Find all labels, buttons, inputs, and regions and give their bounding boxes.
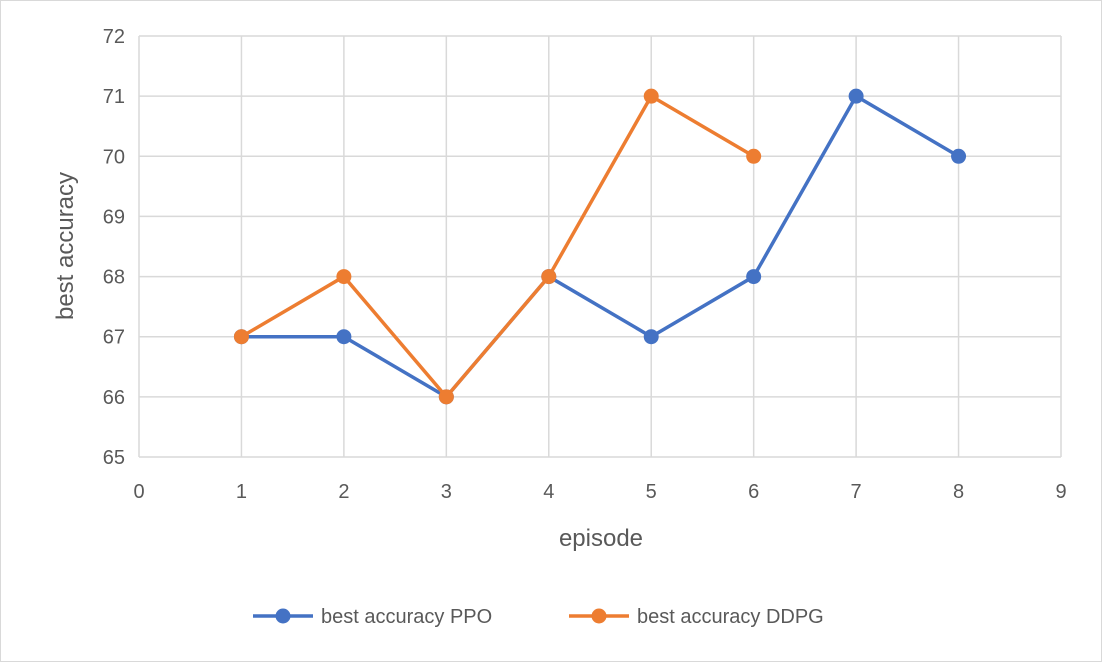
x-tick-label: 6 xyxy=(748,481,759,503)
y-tick-label: 71 xyxy=(103,86,125,108)
series-line xyxy=(239,94,961,399)
series-ddpg xyxy=(233,88,762,405)
x-tick-label: 4 xyxy=(543,481,554,503)
y-tick-label: 68 xyxy=(103,267,125,289)
x-tick-label: 9 xyxy=(1055,481,1066,503)
x-tick-label: 7 xyxy=(851,481,862,503)
data-point xyxy=(643,329,659,345)
x-tick-labels: 0 1 2 3 4 5 6 7 8 9 xyxy=(133,481,1066,503)
y-tick-label: 69 xyxy=(103,206,125,228)
data-point xyxy=(746,269,762,285)
legend-marker xyxy=(591,608,607,624)
data-point xyxy=(848,88,864,104)
y-axis-title: best accuracy xyxy=(52,172,79,320)
legend-marker xyxy=(275,608,291,624)
y-tick-label: 67 xyxy=(103,327,125,349)
legend-label: best accuracy PPO xyxy=(321,606,492,628)
series-layer xyxy=(233,88,967,405)
x-tick-label: 8 xyxy=(953,481,964,503)
data-point xyxy=(233,329,249,345)
data-point xyxy=(541,269,557,285)
legend-item: best accuracy PPO xyxy=(253,606,492,628)
data-point xyxy=(336,269,352,285)
y-tick-label: 65 xyxy=(103,447,125,469)
data-point xyxy=(643,88,659,104)
x-tick-label: 2 xyxy=(338,481,349,503)
data-point xyxy=(951,148,967,164)
x-tick-label: 1 xyxy=(236,481,247,503)
x-tick-label: 5 xyxy=(646,481,657,503)
x-tick-label: 0 xyxy=(133,481,144,503)
legend-label: best accuracy DDPG xyxy=(637,606,824,628)
y-tick-labels: 65 66 67 68 69 70 71 72 xyxy=(103,26,125,469)
x-tick-label: 3 xyxy=(441,481,452,503)
y-tick-label: 72 xyxy=(103,26,125,48)
data-point xyxy=(336,329,352,345)
data-point xyxy=(438,389,454,405)
legend: best accuracy PPO best accuracy DDPG xyxy=(253,606,824,628)
grid-lines xyxy=(138,35,1062,458)
x-axis-title: episode xyxy=(559,525,643,552)
data-point xyxy=(746,148,762,164)
y-tick-label: 66 xyxy=(103,387,125,409)
y-tick-label: 70 xyxy=(103,146,125,168)
legend-item: best accuracy DDPG xyxy=(569,606,824,628)
series-line xyxy=(239,94,756,399)
